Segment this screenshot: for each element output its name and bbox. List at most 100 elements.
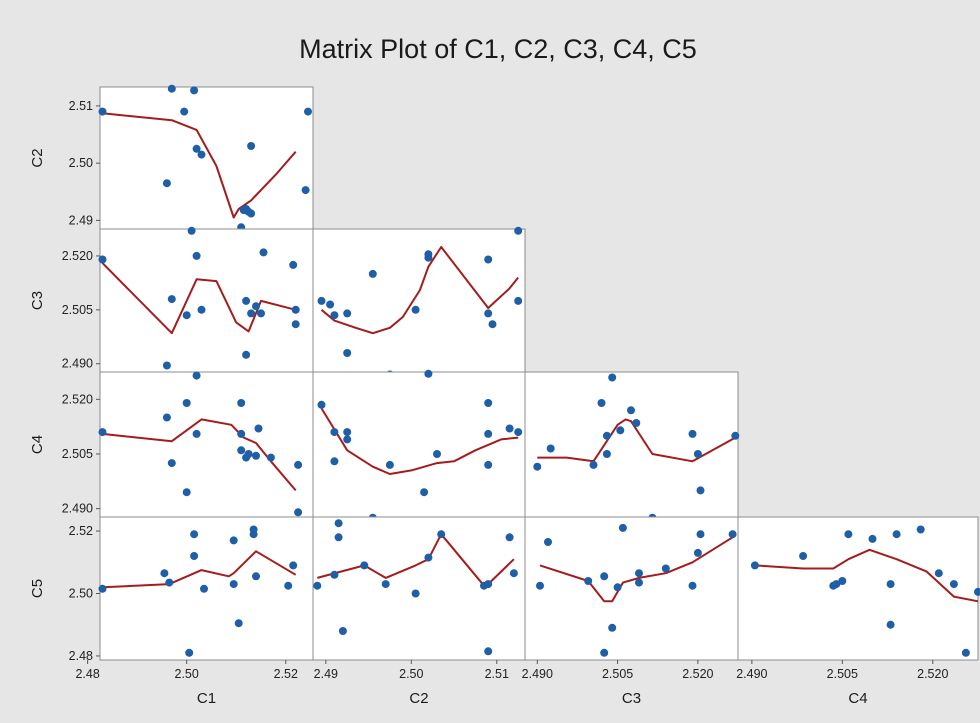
data-point (488, 320, 497, 329)
fit-line (320, 407, 519, 475)
data-point (301, 186, 310, 195)
data-point (608, 623, 617, 632)
data-point (259, 248, 268, 257)
panel-c2-c3 (312, 226, 526, 379)
fit-line (320, 246, 519, 335)
data-point (484, 309, 493, 318)
panel-frame (524, 516, 739, 661)
panel-c4-c5 (737, 516, 980, 661)
data-point (608, 373, 617, 382)
panel-c1-c5 (98, 516, 314, 661)
data-point (190, 552, 199, 560)
data-point (546, 444, 555, 453)
data-point (334, 533, 343, 542)
panel-c1-c3 (98, 226, 314, 373)
y-axis-label-c3: C3 (29, 291, 46, 310)
data-point (190, 530, 199, 539)
data-point (360, 561, 369, 570)
data-point (411, 589, 420, 598)
data-point (162, 413, 171, 422)
data-point (162, 361, 171, 370)
data-point (688, 429, 697, 438)
data-point (247, 142, 256, 150)
x-tick-label: 2.50 (175, 667, 199, 681)
data-point (484, 429, 493, 438)
panel-c1-c4 (98, 371, 314, 518)
data-point (514, 226, 523, 235)
y-axis-label-c2: C2 (29, 148, 46, 167)
y-tick-label: 2.490 (62, 502, 93, 516)
data-point (844, 530, 853, 539)
data-point (484, 460, 493, 469)
data-point (505, 533, 514, 542)
data-point (484, 255, 493, 264)
y-tick-label: 2.505 (62, 447, 93, 461)
data-point (381, 580, 390, 589)
data-point (237, 429, 246, 438)
data-point (182, 399, 191, 407)
data-point (252, 451, 260, 460)
data-point (368, 269, 377, 278)
data-point (266, 453, 275, 462)
y-tick-label: 2.49 (69, 213, 93, 227)
data-point (892, 530, 901, 539)
data-point (750, 561, 759, 570)
data-point (330, 311, 339, 320)
data-point (635, 569, 643, 578)
data-point (338, 627, 347, 635)
data-point (589, 460, 598, 469)
data-point (696, 486, 705, 495)
data-point (916, 525, 925, 534)
data-point (197, 150, 206, 159)
data-point (484, 580, 493, 589)
x-tick-label: 2.520 (917, 667, 948, 681)
data-point (544, 538, 552, 546)
data-point (294, 460, 303, 469)
data-point (334, 519, 343, 528)
data-point (182, 488, 191, 497)
x-tick-label: 2.520 (682, 667, 713, 681)
panel-frame (99, 86, 314, 230)
y-tick-label: 2.50 (69, 156, 93, 170)
x-tick-label: 2.49 (314, 667, 338, 681)
data-point (424, 553, 433, 562)
data-point (627, 406, 635, 415)
data-point (160, 569, 169, 578)
data-point (229, 580, 238, 589)
panels-layer: 2.49 2.50 2.51 C2 2.490 2.505 2.520 C3 2.490 2.50… (29, 84, 980, 707)
data-point (584, 577, 593, 585)
data-point (313, 581, 322, 590)
data-point (252, 302, 260, 311)
data-point (509, 569, 518, 578)
x-tick-label: 2.51 (485, 667, 509, 681)
data-point (602, 431, 611, 440)
data-point (187, 226, 196, 235)
y-axis-label-c5: C5 (29, 579, 46, 598)
panel-c2-c4 (312, 369, 526, 522)
data-point (343, 435, 352, 444)
panel-frame (737, 516, 979, 661)
data-point (974, 587, 980, 596)
data-point (616, 426, 625, 435)
data-point (934, 569, 943, 578)
panel-c2-c5 (312, 516, 526, 661)
data-point (799, 552, 808, 560)
fit-line (537, 418, 736, 463)
data-point (618, 523, 627, 532)
data-point (613, 583, 622, 592)
x-axis-label-c3: C3 (622, 690, 641, 707)
data-point (237, 399, 246, 407)
data-point (289, 260, 298, 269)
data-point (949, 580, 958, 589)
panel-frame (312, 516, 526, 661)
data-point (424, 250, 433, 259)
data-point (597, 399, 606, 407)
data-point (244, 450, 253, 458)
panel-frame (312, 228, 526, 373)
panel-c1-c2 (98, 84, 314, 232)
data-point (192, 144, 201, 153)
data-point (886, 580, 895, 589)
x-tick-label: 2.52 (274, 667, 298, 681)
data-point (661, 564, 670, 573)
data-point (180, 107, 189, 116)
